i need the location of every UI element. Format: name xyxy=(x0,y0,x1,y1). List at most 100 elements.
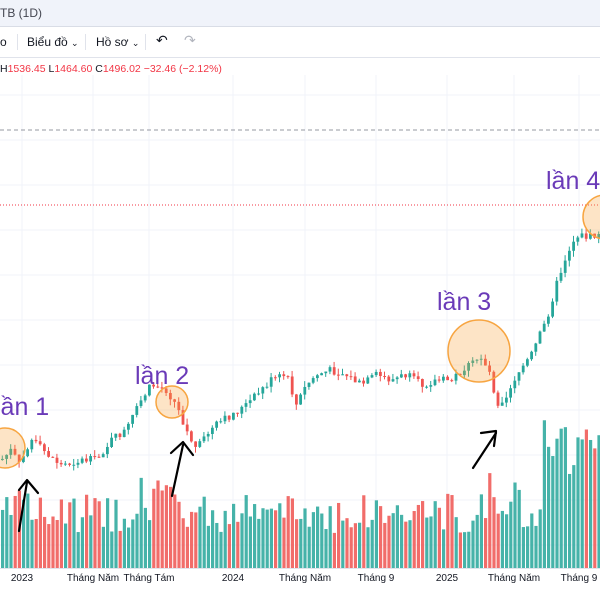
chart-menu-label: Biểu đồ xyxy=(27,35,68,49)
title-bar: TB (1D) xyxy=(0,0,600,27)
price-chart[interactable] xyxy=(0,75,600,568)
candle-body xyxy=(517,372,521,381)
volume-bar xyxy=(429,516,433,568)
volume-bar xyxy=(416,504,420,568)
volume-bar xyxy=(324,529,328,568)
volume-bar xyxy=(198,506,202,568)
candle-body xyxy=(509,388,512,398)
volume-bar xyxy=(89,515,93,568)
candle-body xyxy=(299,394,302,405)
candle-body xyxy=(5,454,8,459)
redo-icon[interactable]: ↷ xyxy=(184,32,196,48)
volume-bar xyxy=(47,524,51,568)
x-tick-label: 2024 xyxy=(221,573,245,584)
volume-bar xyxy=(454,517,458,568)
chart-grid xyxy=(0,75,600,568)
candle-body xyxy=(17,454,21,463)
candle-body xyxy=(198,441,202,447)
candle-body xyxy=(164,388,168,394)
volume-bar xyxy=(475,514,479,568)
close-value: 1496.02 xyxy=(102,63,141,75)
candle-body xyxy=(160,387,164,389)
candle-body xyxy=(379,371,382,377)
x-tick-label: 2025 xyxy=(435,573,459,584)
volume-bar xyxy=(404,521,408,568)
volume-bar xyxy=(185,526,189,568)
candle-body xyxy=(26,449,29,457)
candle-body xyxy=(572,241,575,251)
volume-bar xyxy=(164,485,168,568)
chart-toolbar: o Biểu đồ ⌄ Hồ sơ ⌄ ↶ ↷ xyxy=(0,27,600,58)
candle-body xyxy=(597,234,600,238)
profile-menu-button[interactable]: Hồ sơ ⌄ xyxy=(96,35,139,49)
candle-body xyxy=(547,316,550,324)
volume-bar xyxy=(26,493,30,568)
volume-bar xyxy=(30,519,34,568)
volume-bar xyxy=(143,507,147,568)
volume-bar xyxy=(160,490,164,568)
volume-bar xyxy=(358,522,362,568)
volume-bar xyxy=(274,510,278,568)
annotation-circles xyxy=(0,194,600,469)
volume-bar xyxy=(530,513,534,568)
candle-body xyxy=(551,301,554,317)
candle-body xyxy=(181,410,185,425)
volume-bar xyxy=(467,531,471,568)
volume-bar xyxy=(345,518,349,568)
candle-body xyxy=(152,384,155,387)
volume-bar xyxy=(114,499,118,568)
candle-body xyxy=(51,456,55,458)
candle-body xyxy=(236,412,239,414)
annotation-label-1: lần 1 xyxy=(0,393,50,421)
candle-body xyxy=(500,402,504,406)
candle-body xyxy=(114,433,118,438)
volume-bar xyxy=(555,438,559,568)
candle-body xyxy=(80,458,84,463)
volume-bar xyxy=(433,501,437,568)
volume-bar xyxy=(51,516,55,568)
candle-body xyxy=(437,379,441,381)
volume-bar xyxy=(295,519,299,568)
volume-bar xyxy=(488,473,492,568)
candle-body xyxy=(534,343,538,352)
volume-bar xyxy=(353,523,357,568)
candle-body xyxy=(345,374,349,377)
candle-body xyxy=(488,365,491,372)
candle-body xyxy=(274,377,277,379)
candle-body xyxy=(576,237,580,242)
candle-body xyxy=(568,250,571,261)
undo-icon[interactable]: ↶ xyxy=(156,32,168,48)
candle-body xyxy=(311,378,315,383)
candle-body xyxy=(97,456,101,458)
candle-body xyxy=(227,415,231,420)
volume-bar xyxy=(93,498,97,568)
profile-menu-label: Hồ sơ xyxy=(96,35,129,49)
candle-body xyxy=(328,367,332,372)
toolbar-fragment[interactable]: o xyxy=(0,35,7,49)
candle-body xyxy=(177,401,181,411)
volume-bar xyxy=(496,513,500,568)
candle-body xyxy=(55,457,59,463)
volume-bar xyxy=(202,496,206,568)
candle-body xyxy=(261,387,265,394)
volume-bar xyxy=(463,532,467,568)
candle-body xyxy=(580,233,584,238)
candle-body xyxy=(395,377,399,380)
candle-body xyxy=(139,400,143,407)
candle-body xyxy=(269,377,273,387)
candle-body xyxy=(332,367,336,375)
volume-bar xyxy=(387,515,391,568)
volume-bar xyxy=(576,437,580,568)
volume-bar xyxy=(248,516,252,568)
volume-bar xyxy=(227,524,231,568)
candle-body xyxy=(118,433,122,438)
volume-bar xyxy=(521,527,525,568)
arrow-icon xyxy=(471,429,498,470)
volume-bar xyxy=(219,531,223,568)
candle-body xyxy=(324,371,328,374)
volume-bar xyxy=(484,518,488,568)
volume-bar xyxy=(43,516,47,568)
candles xyxy=(1,228,600,471)
candle-body xyxy=(454,373,458,381)
chart-menu-button[interactable]: Biểu đồ ⌄ xyxy=(27,35,79,49)
